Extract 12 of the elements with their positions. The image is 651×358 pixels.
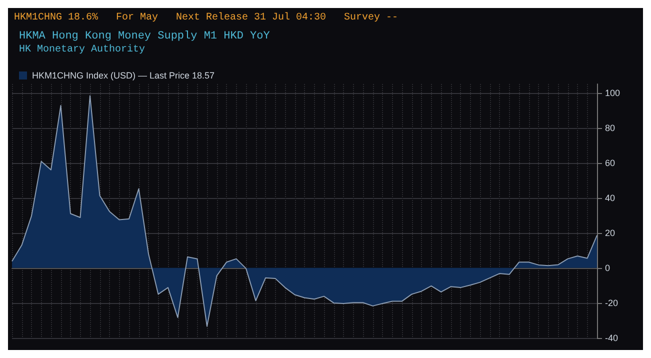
y-tick-label: 40 bbox=[605, 192, 616, 203]
y-tick-label: 20 bbox=[605, 228, 616, 238]
y-tick-label: 100 bbox=[605, 88, 620, 98]
y-tick-label: -20 bbox=[605, 298, 618, 308]
y-tick-label: 0 bbox=[605, 262, 610, 273]
y-tick-label: 80 bbox=[605, 122, 616, 133]
y-tick-label: 60 bbox=[605, 158, 616, 168]
text: HKM1CHNG 18.6% For May Next Release 31 Jul 04:30 Survey -- bbox=[14, 12, 398, 24]
legend-label: HKM1CHNG Index (USD) — Last Price 18.57 bbox=[32, 70, 215, 80]
y-tick-label: -40 bbox=[605, 333, 618, 343]
chart-subtitle: HK Monetary Authority bbox=[19, 44, 146, 56]
chart-title: HKMA Hong Kong Money Supply M1 HKD YoY bbox=[19, 30, 270, 42]
